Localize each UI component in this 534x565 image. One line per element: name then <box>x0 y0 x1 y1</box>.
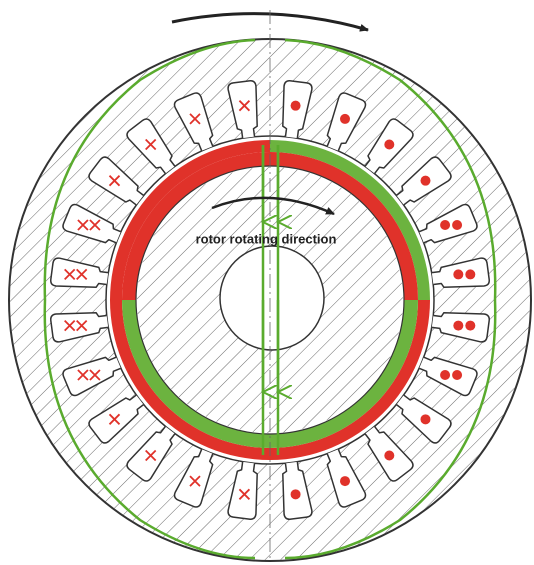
conductor <box>77 219 101 231</box>
conductor-cross <box>189 113 201 125</box>
conductor-cross <box>76 268 88 281</box>
conductor-dot <box>452 370 463 381</box>
ring-outer-red <box>110 140 270 300</box>
slot <box>282 79 313 139</box>
conductor-cross <box>89 369 101 381</box>
conductor <box>64 319 88 332</box>
conductor-dot <box>453 269 464 280</box>
slot-outline <box>173 448 214 508</box>
conductor-dot <box>465 320 476 331</box>
conductor-dot <box>340 476 351 487</box>
slot <box>396 394 452 444</box>
conductor <box>340 476 351 487</box>
flux-loop-right <box>284 38 497 560</box>
slot <box>88 394 144 444</box>
conductor <box>440 370 463 381</box>
slot <box>431 312 491 343</box>
slot <box>126 426 176 482</box>
conductor-cross <box>108 413 121 425</box>
slot-outline <box>88 156 144 206</box>
conductor-dot <box>440 219 451 230</box>
slots <box>49 79 491 521</box>
conductor-dot <box>384 450 395 461</box>
slot <box>418 356 478 397</box>
conductor-cross <box>77 219 89 231</box>
conductor-cross <box>145 138 157 151</box>
slot <box>418 203 478 244</box>
conductor <box>108 413 121 425</box>
conductor <box>238 100 251 112</box>
conductor <box>290 489 301 500</box>
slot <box>326 92 367 152</box>
slot <box>282 461 313 521</box>
conductor-cross <box>238 488 251 500</box>
conductor-cross <box>238 100 251 112</box>
slot-outline <box>88 394 144 444</box>
conductor-dot <box>465 269 476 280</box>
conductor <box>340 113 351 124</box>
slot-outline <box>126 118 176 174</box>
conductor <box>108 175 121 187</box>
conductor-cross <box>108 175 121 187</box>
conductor-cross <box>145 449 157 462</box>
slot-outline <box>227 79 258 139</box>
ring-outer-green <box>270 140 430 300</box>
conductor <box>384 450 395 461</box>
conductor <box>145 449 157 462</box>
slot <box>227 461 258 521</box>
slot <box>126 118 176 174</box>
conductor <box>189 113 201 125</box>
conductor-dot <box>384 139 395 150</box>
slot-outline <box>62 356 122 397</box>
conductor <box>420 414 431 425</box>
slot <box>173 92 214 152</box>
slot <box>227 79 258 139</box>
slot <box>173 448 214 508</box>
conductor <box>453 320 476 331</box>
conductor-dot <box>420 175 431 186</box>
conductor-dot <box>340 113 351 124</box>
slot <box>431 257 491 288</box>
slot <box>364 426 414 482</box>
conductor-cross <box>64 319 76 332</box>
slot <box>326 448 367 508</box>
slot <box>88 156 144 206</box>
conductor-cross <box>189 475 201 487</box>
conductor-cross <box>77 369 89 381</box>
slot <box>62 356 122 397</box>
conductor-dot <box>290 489 301 500</box>
rotor-arrow <box>211 196 335 216</box>
shaft <box>219 245 325 351</box>
flux-loop-left <box>43 38 256 560</box>
slot <box>396 156 452 206</box>
conductor-cross <box>89 219 101 231</box>
rotor-direction-label: rotor rotating direction <box>196 231 337 246</box>
conductor <box>384 139 395 150</box>
conductor-dot <box>453 320 464 331</box>
slot <box>49 257 109 288</box>
conductor-cross <box>76 319 88 332</box>
slot <box>364 118 414 174</box>
conductor <box>145 138 157 151</box>
conductor-cross <box>64 268 76 281</box>
slot-outline <box>62 203 122 244</box>
conductor <box>64 268 88 281</box>
slot-outline <box>227 461 258 521</box>
conductor <box>189 475 201 487</box>
conductor-dot <box>440 370 451 381</box>
conductor <box>440 219 463 230</box>
conductor-dot <box>420 414 431 425</box>
conductor <box>453 269 476 280</box>
conductor <box>77 369 101 381</box>
slot-outline <box>126 426 176 482</box>
slot-outline <box>173 92 214 152</box>
slot <box>49 312 109 343</box>
conductor <box>290 100 301 111</box>
conductor-dot <box>452 219 463 230</box>
conductor-dot <box>290 100 301 111</box>
slot <box>62 203 122 244</box>
conductor <box>238 488 251 500</box>
conductor <box>420 175 431 186</box>
